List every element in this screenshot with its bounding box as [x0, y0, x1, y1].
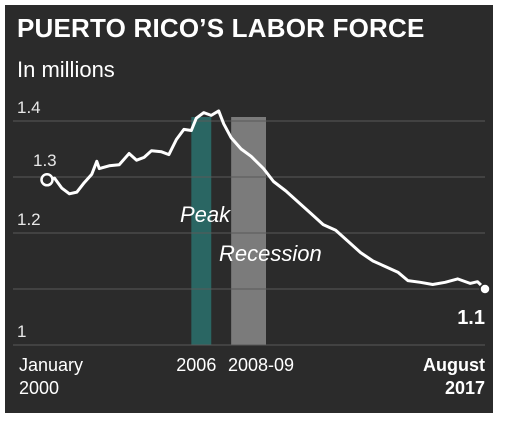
line-chart: 1.4 1.2 1 1.3 1.1 Peak Recession January 2000 2… — [13, 98, 491, 398]
x-label: 2008-09 — [228, 355, 294, 375]
x-label-year: 2000 — [19, 378, 59, 398]
y-tick-label: 1.2 — [17, 210, 41, 229]
chart-panel: PUERTO RICO’S LABOR FORCE In millions 1.… — [5, 5, 493, 413]
y-tick-label: 1.4 — [17, 98, 41, 117]
start-value-label: 1.3 — [33, 151, 57, 170]
bands-layer — [191, 117, 266, 345]
x-label: January — [19, 355, 83, 375]
x-label-year: 2017 — [445, 378, 485, 398]
chart-subtitle: In millions — [17, 57, 115, 82]
x-axis-labels: January 2000 2006 2008-09 August 2017 — [19, 355, 485, 398]
band-recession — [231, 117, 266, 345]
start-marker — [40, 173, 54, 187]
y-tick-label: 1 — [17, 322, 26, 341]
band-peak — [191, 117, 212, 345]
x-label: 2006 — [176, 355, 216, 375]
end-marker — [479, 283, 491, 295]
x-label: August — [423, 355, 485, 375]
series-line — [45, 109, 487, 291]
grid-layer — [13, 120, 485, 346]
annotation-layer: 1.3 1.1 Peak Recession — [33, 151, 485, 329]
y-axis-ticks: 1.4 1.2 1 — [17, 98, 41, 341]
peak-label: Peak — [180, 202, 231, 227]
recession-label: Recession — [219, 241, 322, 266]
line-layer — [40, 109, 491, 295]
chart-title: PUERTO RICO’S LABOR FORCE — [17, 13, 425, 43]
end-value-label: 1.1 — [457, 307, 485, 329]
